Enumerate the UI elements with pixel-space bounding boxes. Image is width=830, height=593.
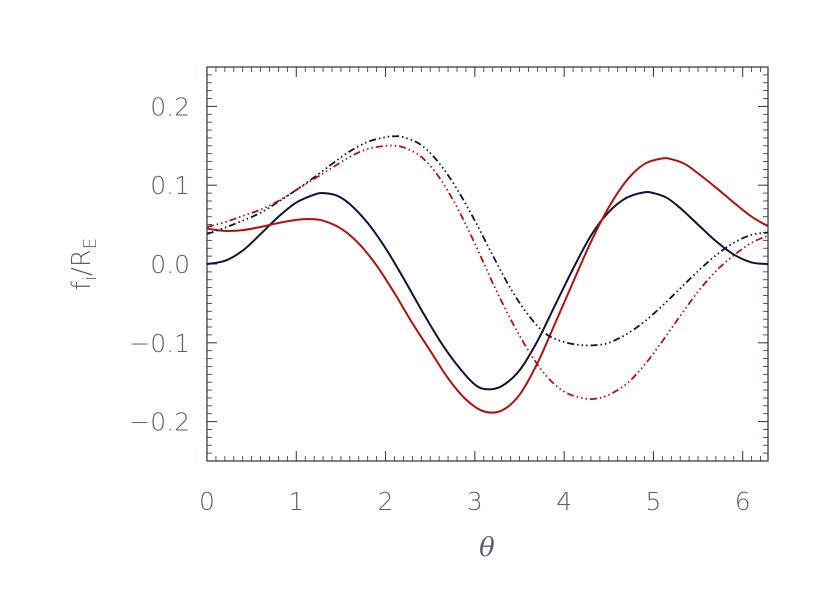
y-axis-label-sub-i: i (80, 276, 101, 281)
y-axis-label-main: f (67, 280, 97, 290)
plot-frame (206, 66, 769, 462)
x-tick-label: 5 (645, 487, 661, 516)
series-layer (206, 135, 769, 414)
y-tick-label: 0.0 (150, 250, 190, 279)
tick-labels: 0 1 2 3 4 5 6 −0.2 −0.1 0.0 0.1 0.2 (129, 92, 750, 516)
y-axis-label-sub-e: E (80, 238, 101, 249)
x-tick-label: 4 (556, 487, 572, 516)
series-line-4 (206, 144, 769, 400)
y-tick-label: 0.2 (150, 92, 190, 121)
axis-ticks (206, 66, 768, 462)
y-axis-label: fi/RE (67, 238, 101, 290)
series-line-1 (206, 190, 769, 391)
x-axis-label: θ (479, 533, 495, 563)
series-line-2 (206, 157, 769, 414)
x-tick-label: 3 (467, 487, 483, 516)
x-tick-label: 1 (288, 487, 304, 516)
x-tick-label: 0 (199, 487, 215, 516)
y-axis-label-slash: /R (67, 249, 97, 276)
series-line-3 (206, 135, 769, 347)
y-tick-label: 0.1 (150, 171, 190, 200)
y-tick-label: −0.1 (129, 329, 190, 358)
x-tick-label: 6 (735, 487, 751, 516)
y-tick-label: −0.2 (129, 408, 190, 437)
x-tick-label: 2 (378, 487, 394, 516)
